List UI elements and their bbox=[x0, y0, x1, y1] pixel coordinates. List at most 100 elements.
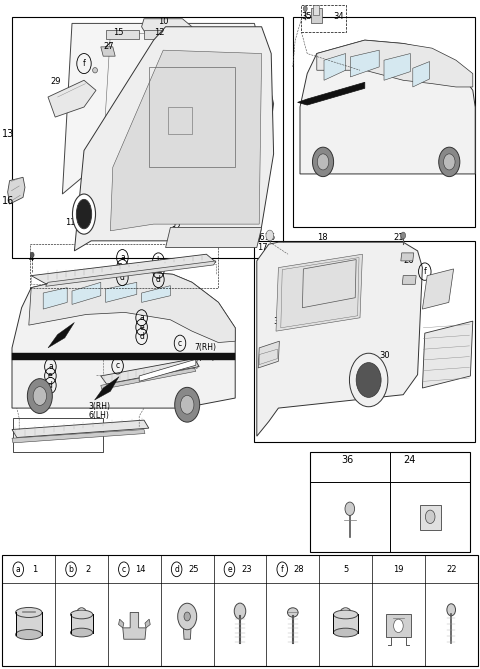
Text: d: d bbox=[156, 275, 161, 284]
Polygon shape bbox=[101, 47, 115, 56]
Polygon shape bbox=[101, 368, 196, 389]
Text: 14: 14 bbox=[135, 565, 146, 574]
Text: 25: 25 bbox=[188, 565, 199, 574]
Bar bbox=[301, 5, 346, 32]
Polygon shape bbox=[95, 377, 119, 400]
Text: e: e bbox=[120, 263, 125, 272]
Text: c: c bbox=[178, 339, 182, 348]
Circle shape bbox=[401, 232, 406, 239]
Polygon shape bbox=[48, 80, 96, 117]
Text: 17: 17 bbox=[257, 243, 267, 252]
Polygon shape bbox=[29, 271, 235, 343]
Text: a: a bbox=[120, 253, 125, 262]
Text: 33: 33 bbox=[274, 316, 284, 326]
Circle shape bbox=[317, 154, 329, 170]
Bar bbox=[15, 613, 42, 634]
Circle shape bbox=[447, 603, 456, 615]
Bar bbox=[293, 17, 475, 227]
Text: 9: 9 bbox=[118, 263, 123, 272]
Text: 12: 12 bbox=[154, 27, 164, 37]
Text: 7(RH): 7(RH) bbox=[194, 343, 216, 353]
Text: e: e bbox=[227, 565, 232, 574]
Text: d: d bbox=[48, 381, 53, 390]
Ellipse shape bbox=[71, 628, 93, 637]
Ellipse shape bbox=[71, 610, 93, 619]
Text: 16: 16 bbox=[2, 196, 15, 205]
Polygon shape bbox=[12, 271, 235, 408]
Ellipse shape bbox=[76, 199, 92, 229]
Circle shape bbox=[425, 510, 435, 523]
Polygon shape bbox=[101, 359, 199, 384]
Polygon shape bbox=[12, 429, 145, 443]
Polygon shape bbox=[74, 27, 274, 251]
Text: c: c bbox=[122, 565, 126, 574]
Text: c: c bbox=[116, 361, 120, 371]
Circle shape bbox=[30, 252, 34, 258]
Ellipse shape bbox=[15, 607, 42, 617]
Text: e: e bbox=[139, 322, 144, 332]
Polygon shape bbox=[386, 614, 411, 637]
Polygon shape bbox=[31, 254, 216, 284]
Polygon shape bbox=[43, 288, 67, 309]
Bar bbox=[71, 614, 93, 633]
Polygon shape bbox=[12, 420, 149, 438]
Polygon shape bbox=[311, 8, 322, 23]
Text: 6(LH): 6(LH) bbox=[89, 411, 109, 420]
Circle shape bbox=[266, 230, 274, 241]
Polygon shape bbox=[144, 30, 178, 39]
Text: 31: 31 bbox=[403, 276, 414, 286]
Text: 8(LH): 8(LH) bbox=[194, 353, 215, 363]
Text: 29: 29 bbox=[434, 279, 445, 288]
Text: 32: 32 bbox=[170, 223, 181, 232]
Circle shape bbox=[178, 603, 197, 630]
Text: 23: 23 bbox=[241, 565, 252, 574]
Text: a: a bbox=[48, 362, 53, 371]
Polygon shape bbox=[142, 286, 170, 302]
Circle shape bbox=[394, 619, 403, 633]
Polygon shape bbox=[257, 242, 422, 436]
Bar bbox=[30, 244, 218, 288]
Text: 22: 22 bbox=[446, 565, 456, 574]
Polygon shape bbox=[276, 254, 362, 331]
Bar bbox=[13, 418, 103, 452]
Circle shape bbox=[312, 147, 334, 177]
Polygon shape bbox=[166, 227, 262, 248]
Text: d: d bbox=[139, 332, 144, 341]
Text: 4: 4 bbox=[29, 254, 34, 264]
Text: d: d bbox=[120, 273, 125, 282]
Polygon shape bbox=[350, 50, 379, 77]
Text: 10: 10 bbox=[158, 17, 169, 26]
Polygon shape bbox=[384, 54, 410, 80]
Polygon shape bbox=[258, 341, 279, 368]
Text: 5: 5 bbox=[343, 565, 348, 574]
Circle shape bbox=[180, 395, 194, 414]
Text: 34: 34 bbox=[334, 12, 344, 21]
Circle shape bbox=[175, 387, 200, 422]
Bar bbox=[334, 614, 358, 633]
Text: a: a bbox=[139, 313, 144, 322]
Polygon shape bbox=[420, 504, 441, 530]
Ellipse shape bbox=[334, 610, 358, 619]
Circle shape bbox=[439, 147, 460, 177]
Text: 35: 35 bbox=[301, 12, 312, 21]
Text: f: f bbox=[83, 59, 85, 68]
Text: 21: 21 bbox=[394, 233, 404, 242]
Ellipse shape bbox=[288, 607, 298, 617]
Polygon shape bbox=[402, 276, 416, 284]
Text: 20: 20 bbox=[446, 355, 457, 365]
Text: b: b bbox=[69, 565, 73, 574]
Text: f: f bbox=[423, 267, 426, 276]
Text: 30: 30 bbox=[379, 351, 390, 361]
Text: e: e bbox=[48, 371, 53, 381]
Polygon shape bbox=[12, 353, 235, 360]
Text: 13: 13 bbox=[2, 129, 15, 138]
Ellipse shape bbox=[15, 630, 42, 640]
Polygon shape bbox=[142, 19, 192, 35]
Circle shape bbox=[349, 353, 388, 407]
Polygon shape bbox=[48, 322, 74, 348]
Circle shape bbox=[33, 387, 47, 405]
Bar bbox=[12, 17, 283, 258]
Ellipse shape bbox=[334, 628, 358, 637]
Text: 11: 11 bbox=[65, 217, 75, 227]
Circle shape bbox=[27, 379, 52, 413]
